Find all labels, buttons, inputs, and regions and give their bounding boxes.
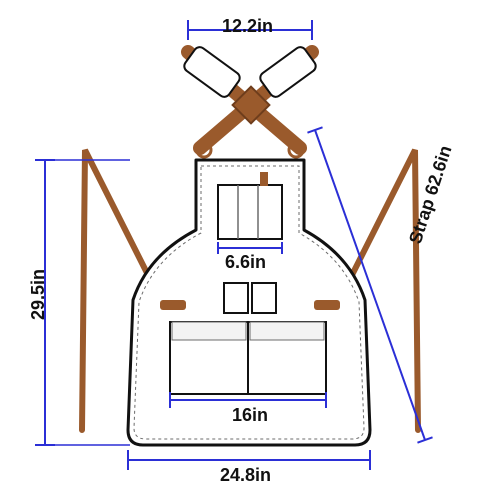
apron-dimension-diagram: 12.2in 29.5in 6.6in 16in 24.8in Strap 62…	[0, 0, 500, 500]
dim-lower-pocket: 16in	[232, 405, 268, 426]
dim-height: 29.5in	[28, 269, 49, 320]
dim-bottom-width: 24.8in	[220, 465, 271, 486]
dim-chest-pocket: 6.6in	[225, 252, 266, 273]
dim-top-width: 12.2in	[222, 16, 273, 37]
